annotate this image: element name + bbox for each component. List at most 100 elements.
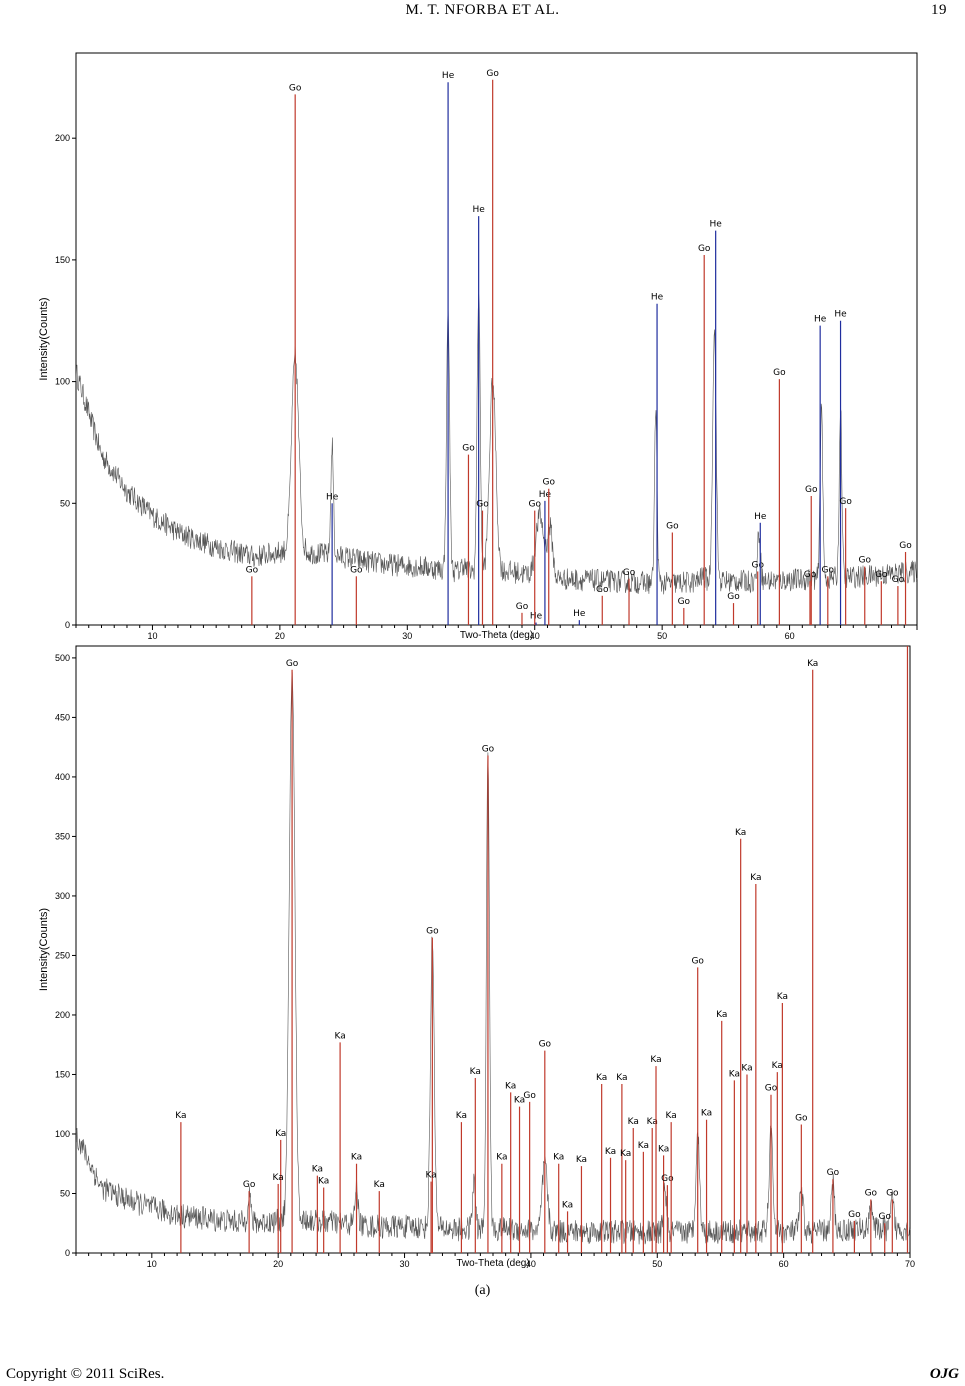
phase-label-ka: Ka xyxy=(807,659,818,669)
phase-label-go: Go xyxy=(865,1188,878,1198)
phase-label-ka: Ka xyxy=(620,1149,631,1159)
phase-label-go: Go xyxy=(804,570,817,580)
phase-label-he: He xyxy=(530,612,543,622)
phase-label-he: He xyxy=(442,71,455,81)
phase-label-go: Go xyxy=(666,522,679,532)
y-tick-label: 100 xyxy=(55,1129,70,1139)
phase-label-go: Go xyxy=(623,568,636,578)
phase-label-ka: Ka xyxy=(701,1109,712,1119)
x-axis-label: Two-Theta (deg) xyxy=(456,1258,529,1269)
phase-label-he: He xyxy=(651,293,664,303)
phase-label-go: Go xyxy=(899,541,912,551)
y-tick-label: 400 xyxy=(55,772,70,782)
phase-label-go: Go xyxy=(482,744,495,754)
phase-label-go: Go xyxy=(765,1084,778,1094)
phase-label-go: Go xyxy=(426,927,439,937)
phase-label-ka: Ka xyxy=(334,1031,345,1041)
phase-label-go: Go xyxy=(243,1180,256,1190)
phase-label-he: He xyxy=(539,490,552,500)
figure-caption: (a) xyxy=(474,1283,491,1298)
phase-label-ka: Ka xyxy=(666,1111,677,1121)
plot-frame xyxy=(75,52,918,626)
phase-label-go: Go xyxy=(875,570,888,580)
x-tick-label: 40 xyxy=(526,1259,536,1269)
phase-label-go: Go xyxy=(678,597,691,607)
phase-label-go: Go xyxy=(516,602,529,612)
phase-label-he: He xyxy=(326,492,339,502)
phase-label-ka: Ka xyxy=(750,873,761,883)
phase-label-ka: Ka xyxy=(351,1153,362,1163)
phase-label-ka: Ka xyxy=(596,1073,607,1083)
phase-label-go: Go xyxy=(805,485,818,495)
phase-label-he: He xyxy=(754,512,767,522)
x-tick-label: 40 xyxy=(530,631,540,641)
phase-label-go: Go xyxy=(795,1113,808,1123)
x-tick-label: 50 xyxy=(652,1259,662,1269)
phase-label-ka: Ka xyxy=(553,1153,564,1163)
phase-label-ka: Ka xyxy=(175,1111,186,1121)
phase-label-go: Go xyxy=(691,956,704,966)
phase-label-go: Go xyxy=(286,659,299,669)
phase-label-ka: Ka xyxy=(616,1073,627,1083)
phase-label-ka: Ka xyxy=(729,1069,740,1079)
journal-abbrev: OJG xyxy=(929,1366,959,1382)
phase-label-he: He xyxy=(710,220,723,230)
chart-2: 0 50 100 150 200 250 300 350 400 450 500 10 20 30 40 50… xyxy=(38,645,915,1269)
phase-label-go: Go xyxy=(462,444,475,454)
phase-label-ka: Ka xyxy=(312,1165,323,1175)
phase-label-ka: Ka xyxy=(650,1055,661,1065)
phase-label-ka: Ka xyxy=(647,1117,658,1127)
x-tick-label: 30 xyxy=(400,1259,410,1269)
phase-label-ka: Ka xyxy=(275,1129,286,1139)
phase-label-go: Go xyxy=(523,1091,536,1101)
phase-label-go: Go xyxy=(822,565,835,575)
phase-label-go: Go xyxy=(596,585,609,595)
y-tick-label: 300 xyxy=(55,891,70,901)
phase-label-ka: Ka xyxy=(562,1200,573,1210)
phase-label-ka: Ka xyxy=(605,1147,616,1157)
phase-label-ka: Ka xyxy=(470,1067,481,1077)
y-tick-label: 200 xyxy=(55,1010,70,1020)
chart-1: 0 50 100 150 200 10 20 30 40 50 60 Two-Theta (deg) I… xyxy=(38,52,918,641)
y-tick-label: 100 xyxy=(55,377,70,387)
y-tick-label: 350 xyxy=(55,831,70,841)
running-header: M. T. NFORBA ET AL. xyxy=(405,2,560,18)
x-tick-label: 60 xyxy=(785,631,795,641)
x-tick-label: 20 xyxy=(273,1259,283,1269)
phase-label-go: Go xyxy=(486,69,499,79)
phase-label-ka: Ka xyxy=(777,992,788,1002)
x-tick-label: 10 xyxy=(147,631,157,641)
phase-label-he: He xyxy=(573,609,586,619)
y-tick-label: 150 xyxy=(55,1069,70,1079)
phase-label-go: Go xyxy=(246,565,259,575)
y-tick-label: 0 xyxy=(65,620,70,630)
phase-label-ka: Ka xyxy=(505,1081,516,1091)
phase-label-ka: Ka xyxy=(716,1010,727,1020)
phase-label-go: Go xyxy=(543,478,556,488)
y-tick-label: 200 xyxy=(55,133,70,143)
phase-label-go: Go xyxy=(727,592,740,602)
phase-label-go: Go xyxy=(661,1174,674,1184)
diffraction-trace xyxy=(75,293,918,595)
phase-label-he: He xyxy=(834,310,847,320)
phase-label-go: Go xyxy=(698,244,711,254)
y-tick-label: 150 xyxy=(55,255,70,265)
phase-label-go: Go xyxy=(827,1168,840,1178)
phase-label-ka: Ka xyxy=(514,1096,525,1106)
phase-label-go: Go xyxy=(839,497,852,507)
copyright-footer: Copyright © 2011 SciRes. xyxy=(6,1366,165,1382)
diffraction-trace xyxy=(75,672,911,1245)
y-tick-label: 50 xyxy=(60,1188,70,1198)
phase-label-ka: Ka xyxy=(374,1180,385,1190)
x-tick-label: 10 xyxy=(147,1259,157,1269)
phase-label-go: Go xyxy=(539,1040,552,1050)
y-tick-label: 0 xyxy=(65,1248,70,1258)
phase-label-ka: Ka xyxy=(638,1141,649,1151)
x-tick-label: 30 xyxy=(402,631,412,641)
phase-label-ka: Ka xyxy=(772,1061,783,1071)
phase-label-go: Go xyxy=(476,500,489,510)
x-axis-label: Two-Theta (deg) xyxy=(460,630,533,641)
y-tick-label: 450 xyxy=(55,712,70,722)
phase-label-ka: Ka xyxy=(628,1117,639,1127)
